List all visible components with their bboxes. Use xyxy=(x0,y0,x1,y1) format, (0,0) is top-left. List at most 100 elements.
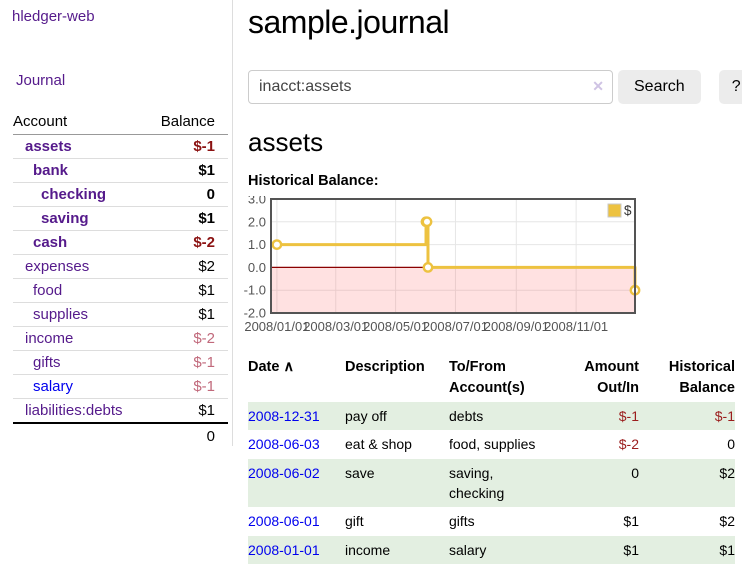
sidebar-account-balance: $1 xyxy=(146,278,228,303)
search-input[interactable] xyxy=(248,70,613,104)
historical-balance-chart: $3.0 2.0 1.0 0.0 -1.0 -2.0 2008/01/01 2008/03/0… xyxy=(241,192,681,338)
register-date-link[interactable]: 2008-06-03 xyxy=(248,436,320,453)
sidebar-account-row: salary $-1 xyxy=(13,374,228,399)
sidebar-account-row: expenses $2 xyxy=(13,254,228,279)
sidebar-account-row: checking 0 xyxy=(13,182,228,207)
register-header-accounts: To/From Account(s) xyxy=(449,359,525,397)
main-content: sample.journal ✕ Search ? assets Histori… xyxy=(233,0,742,564)
register-balance: $2 xyxy=(719,464,735,481)
sidebar-account-row: assets $-1 xyxy=(13,134,228,159)
sidebar-account-link-expenses[interactable]: expenses xyxy=(25,258,90,275)
register-accounts: saving, checking xyxy=(449,464,505,501)
x-axis-tick-label: 2008/01/01 xyxy=(244,319,309,334)
register-description: save xyxy=(345,464,375,481)
register-row: 2008-06-03 eat & shop food, supplies $-2 0 xyxy=(248,430,735,458)
help-button[interactable]: ? xyxy=(718,70,742,104)
accounts-balance-table: Account Balance assets $-1 bank $1 checking 0… xyxy=(13,110,228,448)
sidebar-account-row: liabilities:debts $1 xyxy=(13,398,228,424)
register-amount: $-1 xyxy=(618,408,639,425)
search-input-wrap: ✕ xyxy=(248,70,613,104)
sidebar-accounts-body: assets $-1 bank $1 checking 0 saving $1 cash $-2 e… xyxy=(13,134,228,424)
register-amount: $1 xyxy=(623,541,639,558)
register-row: 2008-01-01 income salary $1 $1 xyxy=(248,535,735,564)
register-body: 2008-12-31 pay off debts $-1 $-1 2008-06-03 ea… xyxy=(248,402,735,564)
register-date-link[interactable]: 2008-06-02 xyxy=(248,464,320,481)
clear-search-icon[interactable]: ✕ xyxy=(592,78,604,94)
register-accounts: food, supplies xyxy=(449,436,536,453)
y-axis-tick-label: 1.0 xyxy=(248,237,266,252)
accounts-header-account: Account xyxy=(13,110,147,135)
sidebar-account-link-cash[interactable]: cash xyxy=(33,234,68,251)
chart-legend-label: $ xyxy=(624,203,632,218)
sidebar-account-balance: 0 xyxy=(146,182,228,207)
sidebar-account-link-checking[interactable]: checking xyxy=(41,186,107,203)
register-balance: $1 xyxy=(719,541,735,558)
register-row: 2008-12-31 pay off debts $-1 $-1 xyxy=(248,402,735,431)
sidebar-account-balance: $1 xyxy=(146,158,228,183)
register-date-link[interactable]: 2008-12-31 xyxy=(248,408,320,425)
register-header-date[interactable]: Date ∧ xyxy=(248,359,295,375)
register-accounts: salary xyxy=(449,541,487,558)
register-row: 2008-06-01 gift gifts $1 $2 xyxy=(248,507,735,535)
register-description: eat & shop xyxy=(345,436,412,453)
accounts-header-balance: Balance xyxy=(146,110,228,135)
x-axis-tick-label: 2008/07/01 xyxy=(423,319,488,334)
sidebar-account-link-gifts[interactable]: gifts xyxy=(33,354,61,371)
chart-canvas: $3.0 2.0 1.0 0.0 -1.0 -2.02008/01/012008/03/0… xyxy=(244,192,641,334)
sort-asc-icon: ∧ xyxy=(283,359,295,375)
sidebar-account-balance: $1 xyxy=(146,302,228,327)
sidebar-account-row: gifts $-1 xyxy=(13,350,228,375)
sidebar-account-balance: $-1 xyxy=(146,374,228,399)
sidebar-account-link-assets[interactable]: assets xyxy=(25,138,72,155)
register-header-description: Description xyxy=(345,359,425,375)
sidebar-account-link-food[interactable]: food xyxy=(33,282,63,299)
sidebar-account-balance: $-1 xyxy=(146,350,228,375)
register-balance: $-1 xyxy=(714,408,735,425)
register-header-amount: Amount Out/In xyxy=(584,359,639,397)
sidebar-account-link-bank[interactable]: bank xyxy=(33,162,69,179)
y-axis-tick-label: 3.0 xyxy=(248,196,266,207)
accounts-total-row: 0 xyxy=(13,422,228,448)
sidebar-account-balance: $1 xyxy=(146,206,228,231)
sidebar-account-balance: $-2 xyxy=(146,230,228,255)
register-table: Date ∧ Description To/From Account(s) Amo… xyxy=(248,355,735,564)
register-header-balance: Historical Balance xyxy=(668,359,735,397)
register-amount: $-2 xyxy=(618,436,639,453)
register-description: gift xyxy=(345,513,364,530)
sidebar-account-balance: $2 xyxy=(146,254,228,279)
sidebar-account-link-income[interactable]: income xyxy=(25,330,74,347)
sidebar-account-row: saving $1 xyxy=(13,206,228,231)
x-axis-tick-label: 2008/11/01 xyxy=(544,319,608,334)
y-axis-tick-label: 2.0 xyxy=(248,214,266,229)
sidebar-account-balance: $1 xyxy=(146,398,228,424)
accounts-total-value: 0 xyxy=(146,422,228,448)
search-button[interactable]: Search xyxy=(618,70,701,104)
sidebar-account-link-supplies[interactable]: supplies xyxy=(33,306,89,323)
account-heading: assets xyxy=(248,127,324,157)
sidebar-account-balance: $-2 xyxy=(146,326,228,351)
sidebar-account-row: food $1 xyxy=(13,278,228,303)
app-window: hledger-web Journal Account Balance asse… xyxy=(12,0,742,564)
register-date-link[interactable]: 2008-06-01 xyxy=(248,513,320,530)
register-balance: 0 xyxy=(727,436,735,453)
register-amount: $1 xyxy=(623,513,639,530)
search-bar: ✕ Search ? xyxy=(248,70,742,104)
register-accounts: gifts xyxy=(449,513,475,530)
sidebar-account-link-saving[interactable]: saving xyxy=(41,210,89,227)
register-date-link[interactable]: 2008-01-01 xyxy=(248,541,320,558)
register-accounts: debts xyxy=(449,408,484,425)
y-axis-tick-label: 0.0 xyxy=(248,260,266,275)
chart-legend-swatch xyxy=(607,203,622,218)
app-brand[interactable]: hledger-web xyxy=(12,8,95,25)
sidebar-item-journal[interactable]: Journal xyxy=(16,72,66,89)
page-title: sample.journal xyxy=(248,4,450,40)
x-axis-tick-label: 2008/03/01 xyxy=(303,319,368,334)
sidebar-account-link-salary[interactable]: salary xyxy=(33,378,74,395)
sidebar-account-link-liabilities-debts[interactable]: liabilities:debts xyxy=(25,402,123,419)
register-description: income xyxy=(345,541,391,558)
register-amount: 0 xyxy=(631,464,639,481)
x-axis-tick-label: 2008/05/01 xyxy=(363,319,428,334)
y-axis-tick-label: -1.0 xyxy=(244,283,266,298)
sidebar-account-row: income $-2 xyxy=(13,326,228,351)
y-axis-tick-label: -2.0 xyxy=(244,306,266,321)
